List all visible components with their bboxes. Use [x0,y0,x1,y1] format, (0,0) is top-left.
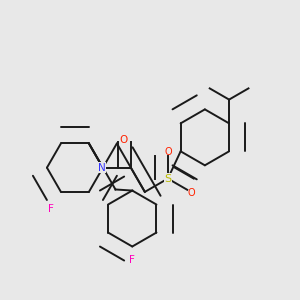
Text: O: O [164,147,172,157]
Text: F: F [48,204,54,214]
Text: N: N [98,163,105,173]
Text: O: O [119,134,128,145]
Text: S: S [164,174,171,184]
Text: F: F [129,256,135,266]
Text: O: O [188,188,196,198]
